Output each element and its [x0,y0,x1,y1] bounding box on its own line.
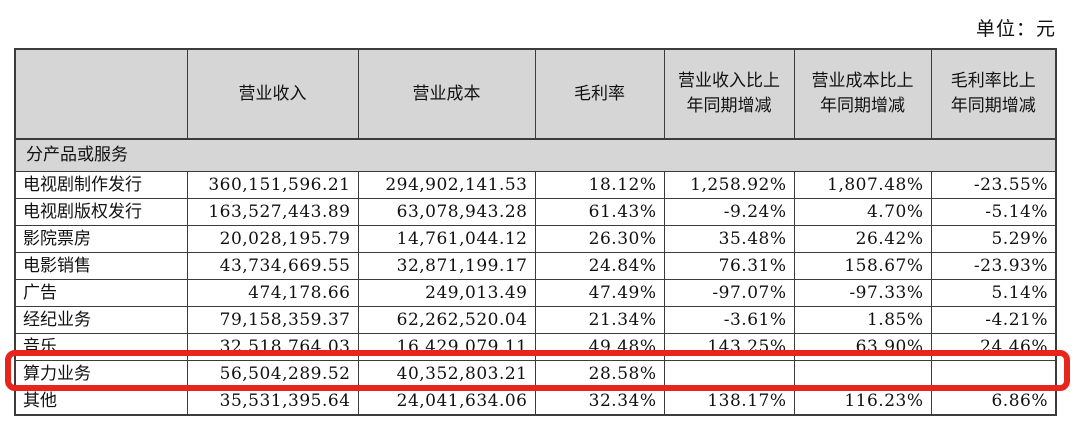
row-label-cell: 经纪业务 [14,306,188,334]
header-cell-category [14,48,188,140]
value-cell-revenue: 32,518,764.03 [186,333,359,361]
header-cell-cost-yoy-change: 营业成本比上年同期增减 [793,48,932,140]
value-cell-revenue: 35,531,395.64 [186,387,359,416]
value-cell-cost_yoy_change: 116.23% [793,387,932,416]
value-cell-revenue_yoy_change: 138.17% [663,387,795,416]
row-label-cell: 音乐 [14,333,188,361]
value-cell-revenue: 43,734,669.55 [186,252,359,280]
header-cell-gross-margin: 毛利率 [534,48,665,140]
value-cell-gross_margin_yoy_change [930,360,1057,388]
value-cell-cost_yoy_change: 1,807.48% [793,171,932,199]
value-cell-cost: 16,429,079.11 [357,333,536,361]
row-label-cell: 电影销售 [14,252,188,280]
value-cell-gross_margin_yoy_change: -5.14% [930,198,1057,226]
table-row: 电影销售 43,734,669.55 32,871,199.17 24.84% 76.3… [14,252,1057,280]
value-cell-cost_yoy_change: 158.67% [793,252,932,280]
row-label-cell: 算力业务 [14,360,188,388]
value-cell-gross_margin: 26.30% [534,225,665,253]
value-cell-cost: 63,078,943.28 [357,198,536,226]
table-row: 其他 35,531,395.64 24,041,634.06 32.34% 138.17… [14,387,1057,416]
value-cell-gross_margin: 18.12% [534,171,665,199]
table-row: 电视剧版权发行 163,527,443.89 63,078,943.28 61.43%… [14,198,1057,226]
header-row: 营业收入 营业成本 毛利率 营业收入比上年同期增减 营业成本比上年同期增减 毛利… [14,48,1057,140]
value-cell-revenue: 163,527,443.89 [186,198,359,226]
table-row: 经纪业务 79,158,359.37 62,262,520.04 21.34% -3.6… [14,306,1057,334]
value-cell-revenue: 474,178.66 [186,279,359,307]
value-cell-cost_yoy_change [793,360,932,388]
value-cell-revenue_yoy_change: -9.24% [663,198,795,226]
row-label-cell: 电视剧版权发行 [14,198,188,226]
value-cell-revenue: 20,028,195.79 [186,225,359,253]
value-cell-gross_margin: 24.84% [534,252,665,280]
value-cell-gross_margin: 32.34% [534,387,665,416]
value-cell-cost: 294,902,141.53 [357,171,536,199]
value-cell-gross_margin_yoy_change: -23.93% [930,252,1057,280]
table-row: 广告 474,178.66 249,013.49 47.49% -97.07% -97.3… [14,279,1057,307]
value-cell-revenue_yoy_change: -3.61% [663,306,795,334]
value-cell-revenue_yoy_change: 143.25% [663,333,795,361]
value-cell-gross_margin_yoy_change: 5.14% [930,279,1057,307]
value-cell-revenue: 56,504,289.52 [186,360,359,388]
table-row: 音乐 32,518,764.03 16,429,079.11 49.48% 143.25… [14,333,1057,361]
value-cell-gross_margin: 47.49% [534,279,665,307]
header-cell-cost: 营业成本 [357,48,536,140]
value-cell-gross_margin: 49.48% [534,333,665,361]
row-label-cell: 其他 [14,387,188,416]
value-cell-revenue: 360,151,596.21 [186,171,359,199]
value-cell-revenue_yoy_change: -97.07% [663,279,795,307]
header-cell-gross-margin-yoy-change: 毛利率比上年同期增减 [930,48,1057,140]
section-row: 分产品或服务 [14,138,1057,172]
value-cell-cost_yoy_change: -97.33% [793,279,932,307]
value-cell-revenue: 79,158,359.37 [186,306,359,334]
value-cell-cost_yoy_change: 1.85% [793,306,932,334]
header-cell-revenue-yoy-change: 营业收入比上年同期增减 [663,48,795,140]
value-cell-cost: 249,013.49 [357,279,536,307]
value-cell-gross_margin_yoy_change: 6.86% [930,387,1057,416]
row-label-cell: 影院票房 [14,225,188,253]
value-cell-cost_yoy_change: 4.70% [793,198,932,226]
value-cell-gross_margin_yoy_change: -23.55% [930,171,1057,199]
row-label-cell: 广告 [14,279,188,307]
value-cell-revenue_yoy_change: 35.48% [663,225,795,253]
header-cell-revenue: 营业收入 [186,48,359,140]
value-cell-cost: 24,041,634.06 [357,387,536,416]
table-header: 营业收入 营业成本 毛利率 营业收入比上年同期增减 营业成本比上年同期增减 毛利… [14,48,1057,140]
value-cell-gross_margin: 21.34% [534,306,665,334]
unit-label: 单位：元 [975,18,1056,40]
value-cell-revenue_yoy_change: 1,258.92% [663,171,795,199]
value-cell-revenue_yoy_change: 76.31% [663,252,795,280]
value-cell-revenue_yoy_change [663,360,795,388]
table-body: 分产品或服务 电视剧制作发行 360,151,596.21 294,902,141.5… [14,138,1057,416]
table-row: 电视剧制作发行 360,151,596.21 294,902,141.53 18.12… [14,171,1057,199]
value-cell-cost_yoy_change: 63.90% [793,333,932,361]
value-cell-cost: 14,761,044.12 [357,225,536,253]
table-row: 影院票房 20,028,195.79 14,761,044.12 26.30% 35.4… [14,225,1057,253]
value-cell-gross_margin_yoy_change: 5.29% [930,225,1057,253]
value-cell-gross_margin_yoy_change: -4.21% [930,306,1057,334]
value-cell-gross_margin: 28.58% [534,360,665,388]
section-label: 分产品或服务 [14,138,1057,172]
value-cell-gross_margin: 61.43% [534,198,665,226]
value-cell-cost: 32,871,199.17 [357,252,536,280]
value-cell-gross_margin_yoy_change: 24.46% [930,333,1057,361]
value-cell-cost: 40,352,803.21 [357,360,536,388]
value-cell-cost_yoy_change: 26.42% [793,225,932,253]
row-label-cell: 电视剧制作发行 [14,171,188,199]
income-by-product-table: 营业收入 营业成本 毛利率 营业收入比上年同期增减 营业成本比上年同期增减 毛利… [14,48,1057,416]
table-row-highlighted: 算力业务 56,504,289.52 40,352,803.21 28.58% [14,360,1057,388]
value-cell-cost: 62,262,520.04 [357,306,536,334]
